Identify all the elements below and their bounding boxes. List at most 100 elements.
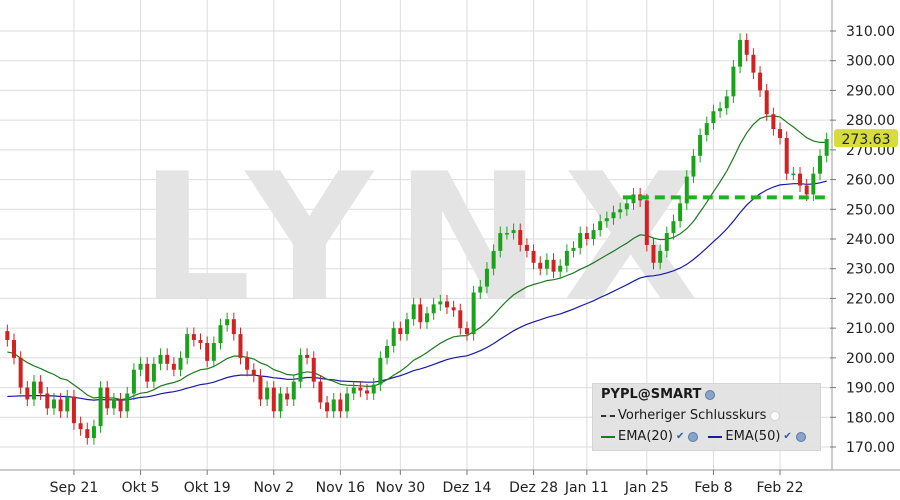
- candle: [65, 389, 70, 418]
- checkmark-icon[interactable]: ✔: [783, 431, 792, 442]
- y-tick-label: 210.00: [846, 321, 895, 337]
- candle: [731, 60, 736, 103]
- candle-body: [591, 230, 596, 239]
- candle-body: [438, 301, 443, 305]
- candle: [424, 306, 429, 329]
- candle-body: [718, 108, 723, 112]
- candle-body: [358, 387, 363, 391]
- candle: [85, 422, 90, 445]
- x-tick-label: Dez 14: [442, 480, 491, 496]
- candle-body: [38, 381, 43, 394]
- candle-body: [558, 265, 563, 272]
- candle: [231, 312, 236, 341]
- candle-body: [538, 262, 543, 269]
- candle-body: [105, 387, 110, 409]
- candle-body: [578, 233, 583, 248]
- candle-body: [471, 292, 476, 335]
- settings-icon[interactable]: [770, 410, 781, 421]
- candle-body: [551, 259, 556, 272]
- candle: [491, 244, 496, 276]
- candle: [818, 149, 823, 181]
- candle-body: [431, 304, 436, 314]
- candle-body: [191, 334, 196, 341]
- candle: [658, 244, 663, 270]
- candle: [291, 375, 296, 406]
- candle: [305, 348, 310, 365]
- candle: [151, 357, 156, 389]
- candle-body: [511, 230, 516, 234]
- candle-body: [784, 137, 789, 174]
- candle: [558, 259, 563, 279]
- candle: [738, 33, 743, 74]
- green-line-swatch-icon: [601, 435, 615, 438]
- candle: [5, 324, 10, 347]
- candle: [351, 381, 356, 401]
- candle-body: [218, 325, 223, 343]
- candle-body: [524, 244, 529, 251]
- candle-body: [178, 357, 183, 370]
- y-tick-label: 180.00: [846, 410, 895, 426]
- candle-body: [684, 176, 689, 204]
- candle-body: [65, 396, 70, 412]
- candle: [751, 48, 756, 80]
- candle: [265, 381, 270, 406]
- candle: [471, 285, 476, 341]
- candle-body: [371, 384, 376, 394]
- candle-body: [811, 173, 816, 195]
- candle: [111, 392, 116, 415]
- x-tick-label: Dez 28: [509, 480, 558, 496]
- candle-body: [484, 268, 489, 287]
- ema50-line: [7, 180, 827, 401]
- candle-body: [584, 233, 589, 239]
- candle-body: [618, 209, 623, 213]
- candle: [444, 294, 449, 314]
- candle: [764, 83, 769, 121]
- candle-body: [698, 135, 703, 156]
- candle-body: [464, 328, 469, 335]
- candle: [778, 122, 783, 145]
- candle-body: [91, 426, 96, 439]
- candle: [45, 386, 50, 415]
- checkmark-icon[interactable]: ✔: [676, 431, 685, 442]
- x-tick-label: Nov 2: [253, 480, 294, 496]
- legend-ema-row: EMA(20) ✔ EMA(50) ✔: [601, 429, 806, 444]
- candle-body: [5, 331, 10, 341]
- candle-body: [391, 328, 396, 346]
- candle: [551, 253, 556, 279]
- candle: [544, 253, 549, 276]
- candle-body: [51, 399, 56, 409]
- candle: [784, 131, 789, 181]
- legend-symbol: PYPL@SMART: [601, 387, 702, 402]
- candle-body: [158, 354, 163, 364]
- settings-icon[interactable]: [688, 431, 699, 442]
- legend-title-row: PYPL@SMART: [601, 387, 716, 402]
- candle-body: [258, 375, 263, 400]
- candle-body: [385, 345, 390, 358]
- x-tick-label: Jan 11: [564, 480, 609, 496]
- candle-body: [798, 173, 803, 186]
- candle-body: [405, 319, 410, 335]
- candle-body: [265, 387, 270, 400]
- candle-body: [498, 233, 503, 251]
- last-price-tag-bg: [834, 129, 898, 148]
- candle-body: [678, 203, 683, 222]
- candle: [758, 66, 763, 97]
- candle-body: [671, 221, 676, 234]
- candle-body: [458, 310, 463, 329]
- candle-body: [804, 185, 809, 195]
- candle-body: [751, 54, 756, 73]
- legend-ema20-label: EMA(20): [618, 429, 674, 444]
- candle: [51, 392, 56, 415]
- candle: [271, 381, 276, 418]
- candle: [131, 363, 136, 401]
- settings-icon[interactable]: [705, 389, 716, 400]
- candle: [811, 167, 816, 201]
- settings-icon[interactable]: [795, 431, 806, 442]
- candle-body: [125, 393, 130, 412]
- candle-body: [758, 72, 763, 91]
- last-price-label: 273.63: [842, 132, 891, 148]
- candle-body: [98, 387, 103, 427]
- candle: [631, 187, 636, 210]
- x-tick-label: Feb 8: [694, 480, 732, 496]
- candle-body: [31, 381, 36, 400]
